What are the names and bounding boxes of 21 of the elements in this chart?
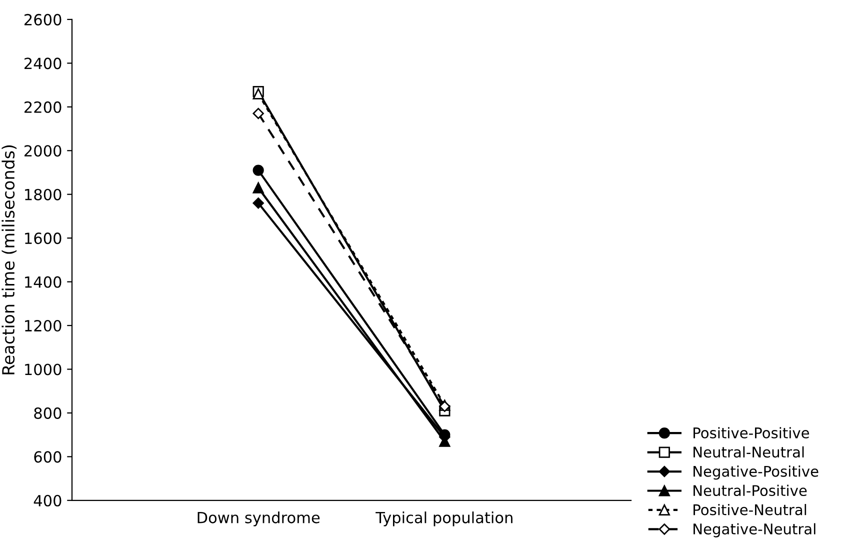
- y-tick-label: 1400: [25, 276, 62, 288]
- y-tick-label: 1600: [25, 232, 62, 244]
- y-tick-label: 1000: [25, 364, 62, 376]
- y-tick-label: 2600: [24, 14, 62, 26]
- x-tick-label: Down syndrome: [198, 512, 320, 526]
- legend-label: Neutral-Positive: [694, 484, 807, 496]
- y-tick-label: 2000: [24, 145, 62, 157]
- y-tick-label: 1800: [25, 188, 62, 200]
- legend-label: Negative-Neutral: [694, 523, 816, 538]
- y-tick-label: 600: [34, 451, 62, 463]
- legend-label: Positive-Positive: [694, 427, 810, 438]
- y-tick-label: 400: [34, 494, 62, 506]
- legend-label: Positive-Neutral: [694, 504, 806, 516]
- x-tick-label: Typical population: [376, 512, 512, 526]
- y-tick-label: 800: [34, 407, 62, 419]
- y-tick-label: 1200: [25, 320, 62, 332]
- y-axis-title: Reaction time (miliseconds): [2, 145, 17, 374]
- legend-label: Negative-Positive: [694, 466, 818, 480]
- legend-label: Neutral-Neutral: [694, 446, 804, 458]
- y-tick-label: 2200: [24, 101, 62, 113]
- y-tick-label: 2400: [24, 58, 62, 70]
